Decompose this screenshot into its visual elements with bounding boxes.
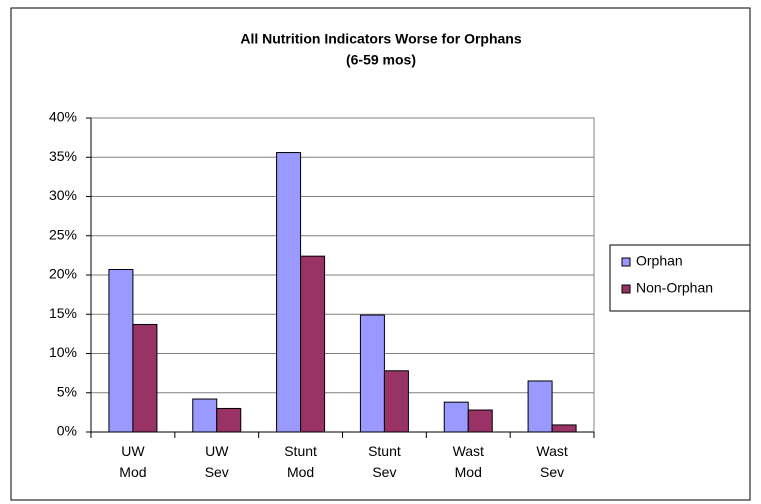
bar <box>192 398 218 433</box>
bar <box>132 323 158 433</box>
bar <box>443 401 469 433</box>
y-tick-label: 20% <box>49 266 77 282</box>
x-tick-label: Stunt Sev <box>368 443 401 480</box>
x-tick-label: Wast Mod <box>453 443 484 480</box>
y-tick-label: 35% <box>49 148 77 164</box>
y-tick-label: 5% <box>57 383 77 399</box>
y-tick-label: 30% <box>49 187 77 203</box>
y-tick-label: 0% <box>57 423 77 439</box>
legend-swatch <box>621 284 631 294</box>
legend-label: Orphan <box>636 253 683 269</box>
bar <box>467 409 493 433</box>
legend-swatch <box>621 257 631 267</box>
bar <box>383 370 409 433</box>
legend-box <box>609 244 751 312</box>
x-tick-label: Wast Sev <box>536 443 567 480</box>
x-tick-label: Stunt Mod <box>284 443 317 480</box>
bar <box>551 424 577 433</box>
bar <box>300 255 326 433</box>
y-tick-label: 40% <box>49 109 77 125</box>
chart-subtitle: (6-59 mos) <box>346 52 416 68</box>
y-tick-label: 10% <box>49 344 77 360</box>
bar <box>527 380 553 433</box>
chart-title: All Nutrition Indicators Worse for Orpha… <box>240 31 522 47</box>
legend-label: Non-Orphan <box>636 280 713 296</box>
bar <box>108 269 134 433</box>
bar <box>276 152 302 433</box>
y-tick-label: 15% <box>49 305 77 321</box>
bar <box>359 314 385 433</box>
x-tick-label: UW Sev <box>205 443 230 480</box>
x-tick-label: UW Mod <box>119 443 146 480</box>
y-tick-label: 25% <box>49 226 77 242</box>
bar <box>216 407 242 433</box>
